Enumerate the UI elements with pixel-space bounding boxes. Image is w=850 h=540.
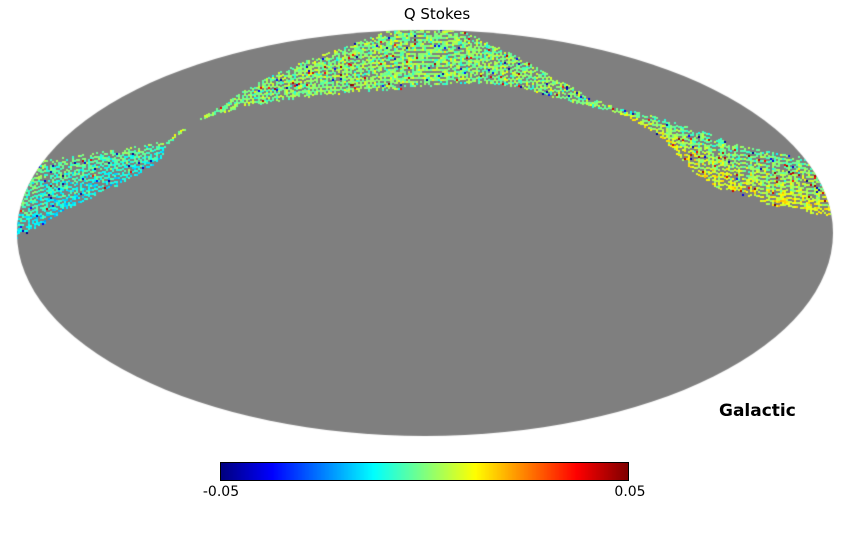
- map-title: Q Stokes: [403, 5, 471, 23]
- coordinate-system-label: Galactic: [719, 401, 796, 421]
- colorbar-max-label: 0.05: [614, 484, 646, 500]
- colorbar-min-label: -0.05: [202, 484, 240, 500]
- mollweide-sky-map: [0, 0, 850, 460]
- colorbar-gradient: [221, 463, 628, 480]
- colorbar: [220, 462, 629, 481]
